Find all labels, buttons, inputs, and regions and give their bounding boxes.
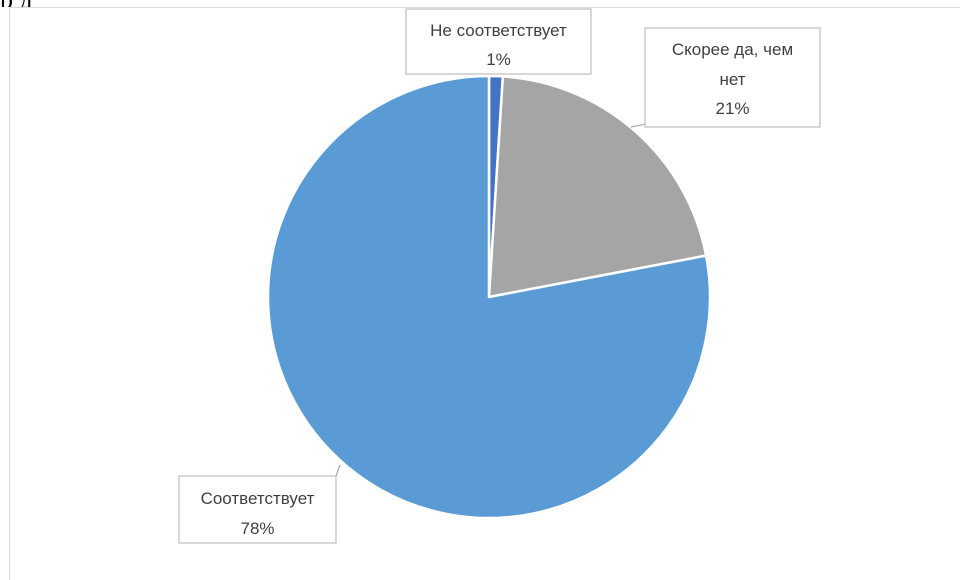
label-category-line1: Скорее да, чем [672, 40, 793, 59]
label-box [405, 8, 592, 75]
document-fragment-text: р д [0, 0, 300, 7]
label-category-line2: нет [719, 70, 745, 89]
pie-slice-1 [487, 75, 708, 299]
pie-slices [266, 74, 712, 520]
data-label-skoree-da: Скорее да, чем нет 21% [644, 27, 821, 128]
label-category: Не соответствует [430, 21, 567, 40]
label-category: Соответствует [201, 489, 315, 508]
label-percent: 78% [240, 519, 274, 538]
leader-line-skoree-da [630, 123, 647, 128]
label-percent: 1% [486, 50, 511, 69]
leader-lines [335, 123, 647, 477]
label-percent: 21% [715, 99, 749, 118]
pie-slice-2 [266, 74, 712, 520]
leader-line-sootvetstvuet [335, 464, 341, 477]
label-box [178, 475, 337, 544]
data-label-sootvetstvuet: Соответствует 78% [178, 475, 337, 544]
label-box [644, 27, 821, 128]
data-label-ne-sootvetstvuet: Не соответствует 1% [405, 8, 592, 75]
